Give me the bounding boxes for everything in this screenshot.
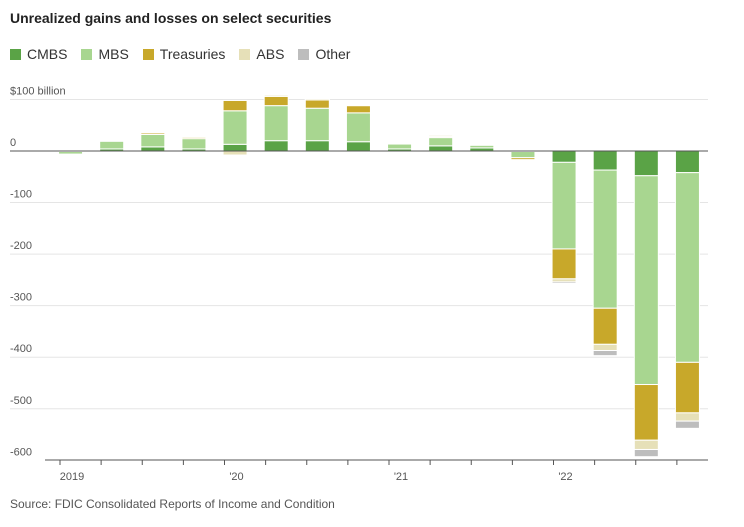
bar-treasuries bbox=[674, 361, 700, 414]
legend-swatch-cmbs bbox=[10, 48, 21, 60]
bar-other bbox=[263, 93, 289, 96]
bar-mbs bbox=[510, 151, 536, 159]
bar-cmbs bbox=[263, 140, 289, 152]
bar-cmbs bbox=[345, 141, 371, 152]
bar-treasuries bbox=[592, 307, 618, 345]
legend-label-treasuries: Treasuries bbox=[159, 46, 226, 62]
bar-mbs bbox=[345, 112, 371, 143]
stacked-bar-chart: $100 billion 0 -100 -200 -300 -400 -500 -600 201… bbox=[10, 85, 708, 483]
bar-other bbox=[592, 349, 618, 357]
y-tick-label: 0 bbox=[10, 137, 16, 149]
legend: CMBS MBS Treasuries ABS Other bbox=[10, 46, 350, 62]
bar-cmbs bbox=[428, 145, 454, 152]
bar-other bbox=[633, 448, 659, 458]
bar-mbs bbox=[551, 161, 577, 250]
bar-mbs bbox=[592, 169, 618, 309]
bar-abs bbox=[674, 412, 700, 422]
bar-abs bbox=[222, 150, 248, 156]
source-note: Source: FDIC Consolidated Reports of Inc… bbox=[10, 497, 335, 511]
legend-label-mbs: MBS bbox=[98, 46, 129, 62]
bar-other bbox=[99, 138, 125, 141]
bar-treasuries bbox=[222, 99, 248, 112]
bar-mbs bbox=[99, 140, 125, 150]
legend-item-cmbs: CMBS bbox=[10, 46, 67, 62]
bar-mbs bbox=[140, 134, 166, 148]
bar-mbs bbox=[428, 137, 454, 147]
bar-cmbs bbox=[140, 146, 166, 152]
bar-mbs bbox=[469, 144, 495, 149]
legend-label-other: Other bbox=[315, 46, 351, 62]
bar-mbs bbox=[633, 175, 659, 386]
bar-treasuries bbox=[263, 95, 289, 107]
chart-title: Unrealized gains and losses on select se… bbox=[10, 10, 332, 26]
bar-other bbox=[345, 103, 371, 106]
bar-abs bbox=[592, 343, 618, 351]
bar-cmbs bbox=[222, 143, 248, 152]
legend-label-abs: ABS bbox=[256, 46, 285, 62]
legend-item-treasuries: Treasuries bbox=[142, 46, 226, 62]
y-tick-label: $100 billion bbox=[10, 85, 66, 97]
legend-label-cmbs: CMBS bbox=[27, 46, 68, 62]
y-tick-label: -100 bbox=[10, 189, 32, 201]
bar-abs bbox=[387, 142, 413, 145]
x-tick-label: 2019 bbox=[60, 471, 84, 483]
bar-mbs bbox=[674, 172, 700, 363]
bar-other bbox=[181, 135, 207, 138]
legend-swatch-abs bbox=[239, 48, 251, 60]
bar-abs bbox=[633, 439, 659, 450]
bar-mbs bbox=[304, 107, 330, 142]
legend-item-mbs: MBS bbox=[81, 46, 129, 62]
legend-swatch-other bbox=[298, 48, 310, 60]
bar-cmbs bbox=[592, 150, 618, 171]
bar-other bbox=[674, 420, 700, 429]
x-tick-label: '20 bbox=[229, 471, 243, 483]
bar-cmbs bbox=[633, 150, 659, 177]
bar-abs bbox=[510, 159, 536, 162]
legend-swatch-mbs bbox=[81, 48, 93, 60]
y-tick-label: -200 bbox=[10, 240, 32, 252]
bar-cmbs bbox=[674, 150, 700, 174]
y-tick-label: -600 bbox=[10, 446, 32, 458]
bar-mbs bbox=[222, 110, 248, 145]
bar-cmbs bbox=[551, 150, 577, 163]
bar-other bbox=[304, 97, 330, 100]
y-tick-label: -300 bbox=[10, 292, 32, 304]
bar-treasuries bbox=[633, 384, 659, 441]
bar-mbs bbox=[58, 151, 84, 155]
bar-mbs bbox=[263, 105, 289, 142]
x-tick-label: '22 bbox=[558, 471, 572, 483]
bar-other bbox=[551, 281, 577, 284]
bar-other bbox=[140, 130, 166, 133]
bar-treasuries bbox=[304, 99, 330, 109]
bar-treasuries bbox=[345, 105, 371, 114]
bar-cmbs bbox=[304, 140, 330, 152]
bar-mbs bbox=[181, 138, 207, 150]
x-tick-label: '21 bbox=[394, 471, 408, 483]
bar-treasuries bbox=[551, 248, 577, 280]
bar-other bbox=[222, 154, 248, 157]
y-tick-label: -400 bbox=[10, 343, 32, 355]
legend-swatch-treasuries bbox=[142, 48, 154, 60]
legend-item-other: Other bbox=[298, 46, 350, 62]
y-tick-label: -500 bbox=[10, 395, 32, 407]
bar-other bbox=[428, 134, 454, 136]
legend-item-abs: ABS bbox=[239, 46, 284, 62]
